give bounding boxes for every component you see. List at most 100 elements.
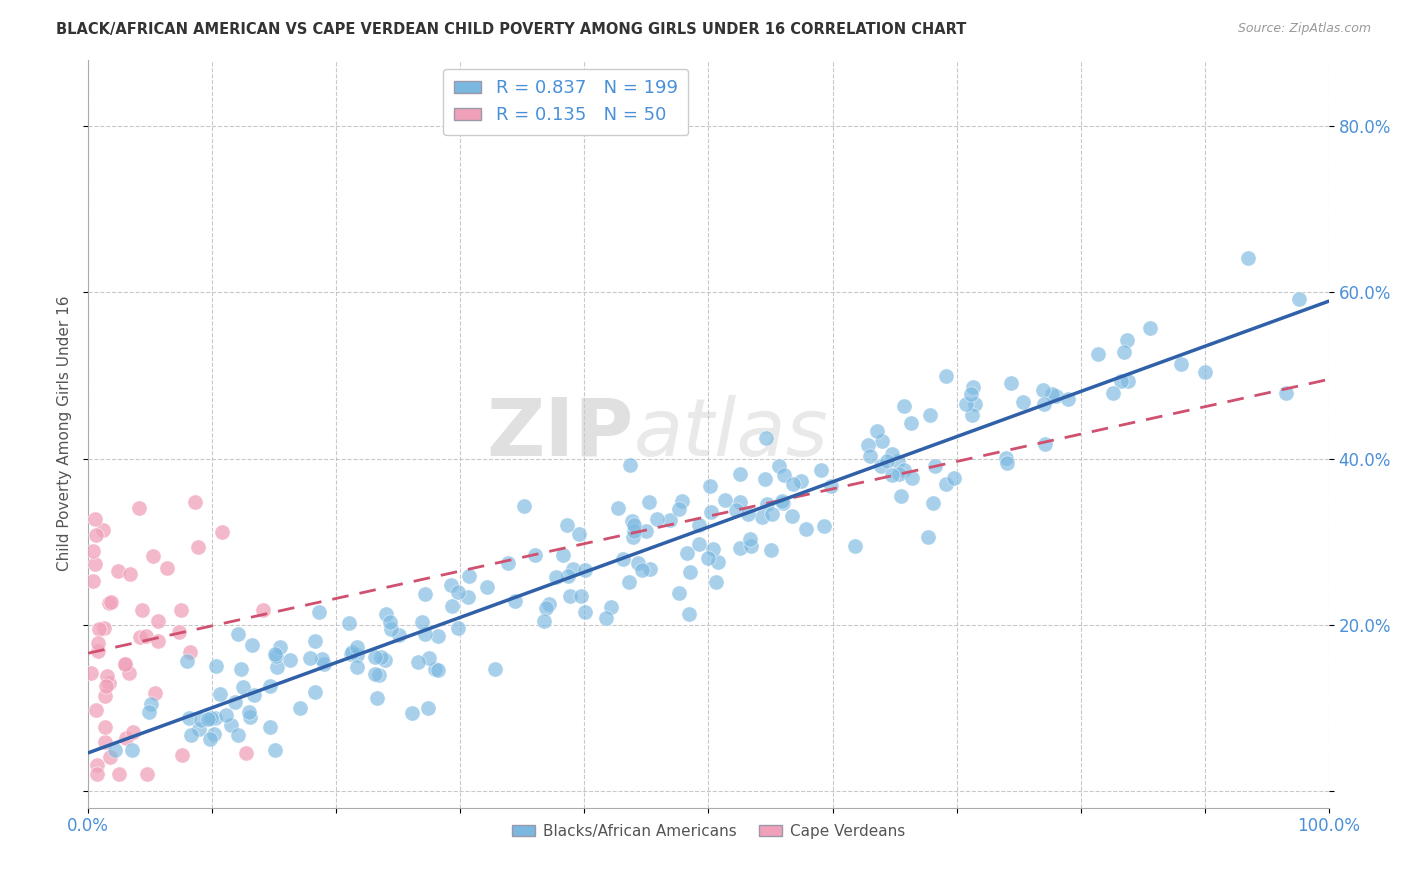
Point — [555, 518, 578, 533]
Point — [380, 622, 402, 636]
Point — [1087, 347, 1109, 361]
Point — [187, 540, 209, 554]
Point — [1109, 374, 1132, 388]
Point — [224, 694, 246, 708]
Point — [1033, 397, 1056, 411]
Point — [94, 720, 117, 734]
Point — [190, 714, 212, 728]
Point — [413, 627, 436, 641]
Point — [1275, 386, 1298, 401]
Point — [239, 709, 262, 723]
Point — [935, 477, 957, 491]
Point — [311, 652, 333, 666]
Point — [751, 509, 773, 524]
Text: atlas: atlas — [634, 394, 828, 473]
Point — [264, 647, 287, 661]
Point — [87, 636, 110, 650]
Point — [252, 603, 274, 617]
Point — [813, 518, 835, 533]
Text: BLACK/AFRICAN AMERICAN VS CAPE VERDEAN CHILD POVERTY AMONG GIRLS UNDER 16 CORREL: BLACK/AFRICAN AMERICAN VS CAPE VERDEAN C… — [56, 22, 966, 37]
Point — [887, 454, 910, 468]
Point — [780, 509, 803, 524]
Point — [546, 569, 568, 583]
Point — [82, 544, 104, 558]
Point — [943, 471, 966, 485]
Point — [425, 663, 447, 677]
Point — [707, 555, 730, 569]
Point — [364, 650, 387, 665]
Point — [406, 655, 429, 669]
Point — [768, 458, 790, 473]
Point — [238, 705, 260, 719]
Point — [91, 523, 114, 537]
Point — [415, 587, 437, 601]
Point — [264, 648, 287, 663]
Point — [882, 447, 904, 461]
Point — [87, 644, 110, 658]
Y-axis label: Child Poverty Among Girls Under 16: Child Poverty Among Girls Under 16 — [58, 296, 72, 572]
Point — [94, 679, 117, 693]
Point — [955, 397, 977, 411]
Point — [675, 546, 697, 560]
Point — [870, 459, 893, 474]
Point — [1033, 436, 1056, 450]
Point — [638, 495, 661, 509]
Point — [128, 630, 150, 644]
Point — [730, 467, 752, 482]
Point — [198, 732, 221, 747]
Point — [146, 614, 169, 628]
Point — [671, 493, 693, 508]
Point — [1000, 376, 1022, 391]
Point — [226, 626, 249, 640]
Point — [714, 493, 737, 508]
Point — [387, 628, 409, 642]
Point — [84, 512, 107, 526]
Point — [86, 758, 108, 772]
Point — [901, 471, 924, 485]
Point — [893, 463, 915, 477]
Point — [858, 438, 880, 452]
Point — [794, 522, 817, 536]
Point — [86, 767, 108, 781]
Point — [568, 526, 591, 541]
Point — [1102, 386, 1125, 401]
Point — [240, 639, 263, 653]
Point — [457, 591, 479, 605]
Point — [1139, 320, 1161, 334]
Point — [889, 490, 911, 504]
Point — [440, 577, 463, 591]
Point — [243, 688, 266, 702]
Point — [623, 518, 645, 533]
Point — [1112, 344, 1135, 359]
Point — [340, 647, 363, 661]
Point — [738, 533, 761, 547]
Point — [612, 552, 634, 566]
Point — [115, 731, 138, 745]
Point — [80, 665, 103, 680]
Point — [94, 735, 117, 749]
Point — [704, 574, 727, 589]
Point — [84, 557, 107, 571]
Point — [920, 409, 942, 423]
Point — [304, 634, 326, 648]
Point — [935, 369, 957, 384]
Point — [370, 650, 392, 665]
Point — [810, 463, 832, 477]
Point — [963, 397, 986, 411]
Point — [118, 665, 141, 680]
Text: Source: ZipAtlas.com: Source: ZipAtlas.com — [1237, 22, 1371, 36]
Point — [340, 645, 363, 659]
Point — [866, 424, 889, 438]
Point — [699, 505, 721, 519]
Point — [524, 548, 547, 562]
Point — [235, 746, 257, 760]
Point — [962, 408, 984, 422]
Point — [180, 728, 202, 742]
Point — [1118, 374, 1140, 388]
Point — [627, 557, 650, 571]
Point — [411, 615, 433, 630]
Point — [534, 600, 557, 615]
Point — [172, 748, 194, 763]
Point — [427, 629, 450, 643]
Point — [226, 728, 249, 742]
